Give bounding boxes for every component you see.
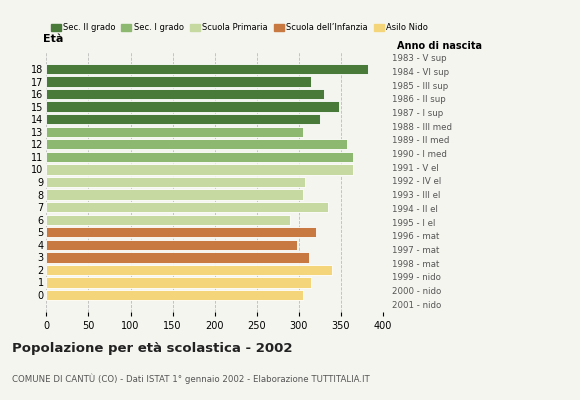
Bar <box>46 240 297 250</box>
Text: 1996 - mat: 1996 - mat <box>392 232 439 241</box>
Text: 1999 - nido: 1999 - nido <box>392 273 440 282</box>
Bar <box>46 139 347 150</box>
Text: 1983 - V sup: 1983 - V sup <box>392 54 446 63</box>
Bar <box>46 89 324 99</box>
Text: 1994 - II el: 1994 - II el <box>392 205 437 214</box>
Bar <box>46 164 353 174</box>
Text: Popolazione per età scolastica - 2002: Popolazione per età scolastica - 2002 <box>12 342 292 355</box>
Bar <box>46 227 316 237</box>
Text: 1991 - V el: 1991 - V el <box>392 164 438 173</box>
Bar <box>46 214 290 225</box>
Bar <box>46 277 311 288</box>
Bar <box>46 265 332 275</box>
Bar <box>46 177 306 187</box>
Text: 2001 - nido: 2001 - nido <box>392 301 441 310</box>
Text: 1997 - mat: 1997 - mat <box>392 246 439 255</box>
Text: 1986 - II sup: 1986 - II sup <box>392 95 445 104</box>
Text: 2000 - nido: 2000 - nido <box>392 287 441 296</box>
Legend: Sec. II grado, Sec. I grado, Scuola Primaria, Scuola dell’Infanzia, Asilo Nido: Sec. II grado, Sec. I grado, Scuola Prim… <box>47 20 432 36</box>
Bar <box>46 252 309 262</box>
Text: COMUNE DI CANTÙ (CO) - Dati ISTAT 1° gennaio 2002 - Elaborazione TUTTITALIA.IT: COMUNE DI CANTÙ (CO) - Dati ISTAT 1° gen… <box>12 374 369 384</box>
Text: 1988 - III med: 1988 - III med <box>392 123 451 132</box>
Text: 1987 - I sup: 1987 - I sup <box>392 109 443 118</box>
Text: 1993 - III el: 1993 - III el <box>392 191 440 200</box>
Bar <box>46 190 303 200</box>
Text: 1990 - I med: 1990 - I med <box>392 150 447 159</box>
Bar <box>46 127 303 137</box>
Text: 1992 - IV el: 1992 - IV el <box>392 178 441 186</box>
Text: 1998 - mat: 1998 - mat <box>392 260 439 269</box>
Bar <box>46 102 339 112</box>
Text: 1995 - I el: 1995 - I el <box>392 218 435 228</box>
Bar <box>46 290 303 300</box>
Text: 1985 - III sup: 1985 - III sup <box>392 82 448 91</box>
Bar <box>46 202 328 212</box>
Bar <box>46 152 353 162</box>
Text: 1989 - II med: 1989 - II med <box>392 136 449 146</box>
Bar <box>46 114 320 124</box>
Bar <box>46 76 311 87</box>
Text: Età: Età <box>43 34 63 44</box>
Bar <box>46 64 368 74</box>
Text: Anno di nascita: Anno di nascita <box>397 41 483 51</box>
Text: 1984 - VI sup: 1984 - VI sup <box>392 68 448 77</box>
